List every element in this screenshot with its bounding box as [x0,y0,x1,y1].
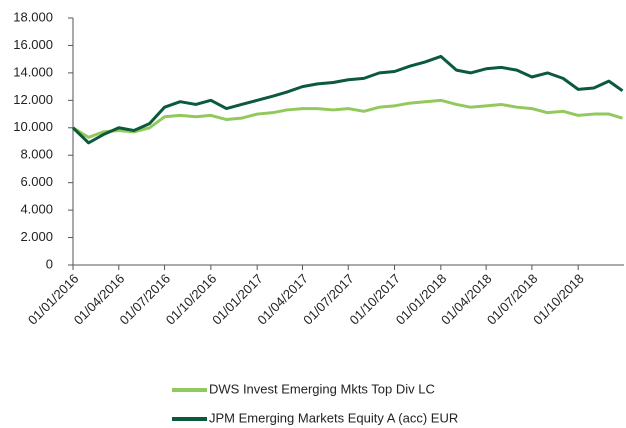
y-tick-label: 10.000 [13,119,53,134]
y-tick-label: 2.000 [20,229,53,244]
x-tick-label: 01/10/2018 [530,271,587,328]
legend-label: DWS Invest Emerging Mkts Top Div LC [209,381,435,396]
y-tick-label: 14.000 [13,64,53,79]
series-line [71,54,624,145]
y-tick-label: 16.000 [13,37,53,52]
y-tick-label: 4.000 [20,202,53,217]
y-tick-label: 8.000 [20,147,53,162]
y-tick-label: 6.000 [20,174,53,189]
series-line [72,98,623,139]
y-tick-label: 18.000 [13,9,53,24]
y-tick-label: 12.000 [13,92,53,107]
y-tick-label: 0 [46,256,53,271]
legend-label: JPM Emerging Markets Equity A (acc) EUR [209,410,458,425]
